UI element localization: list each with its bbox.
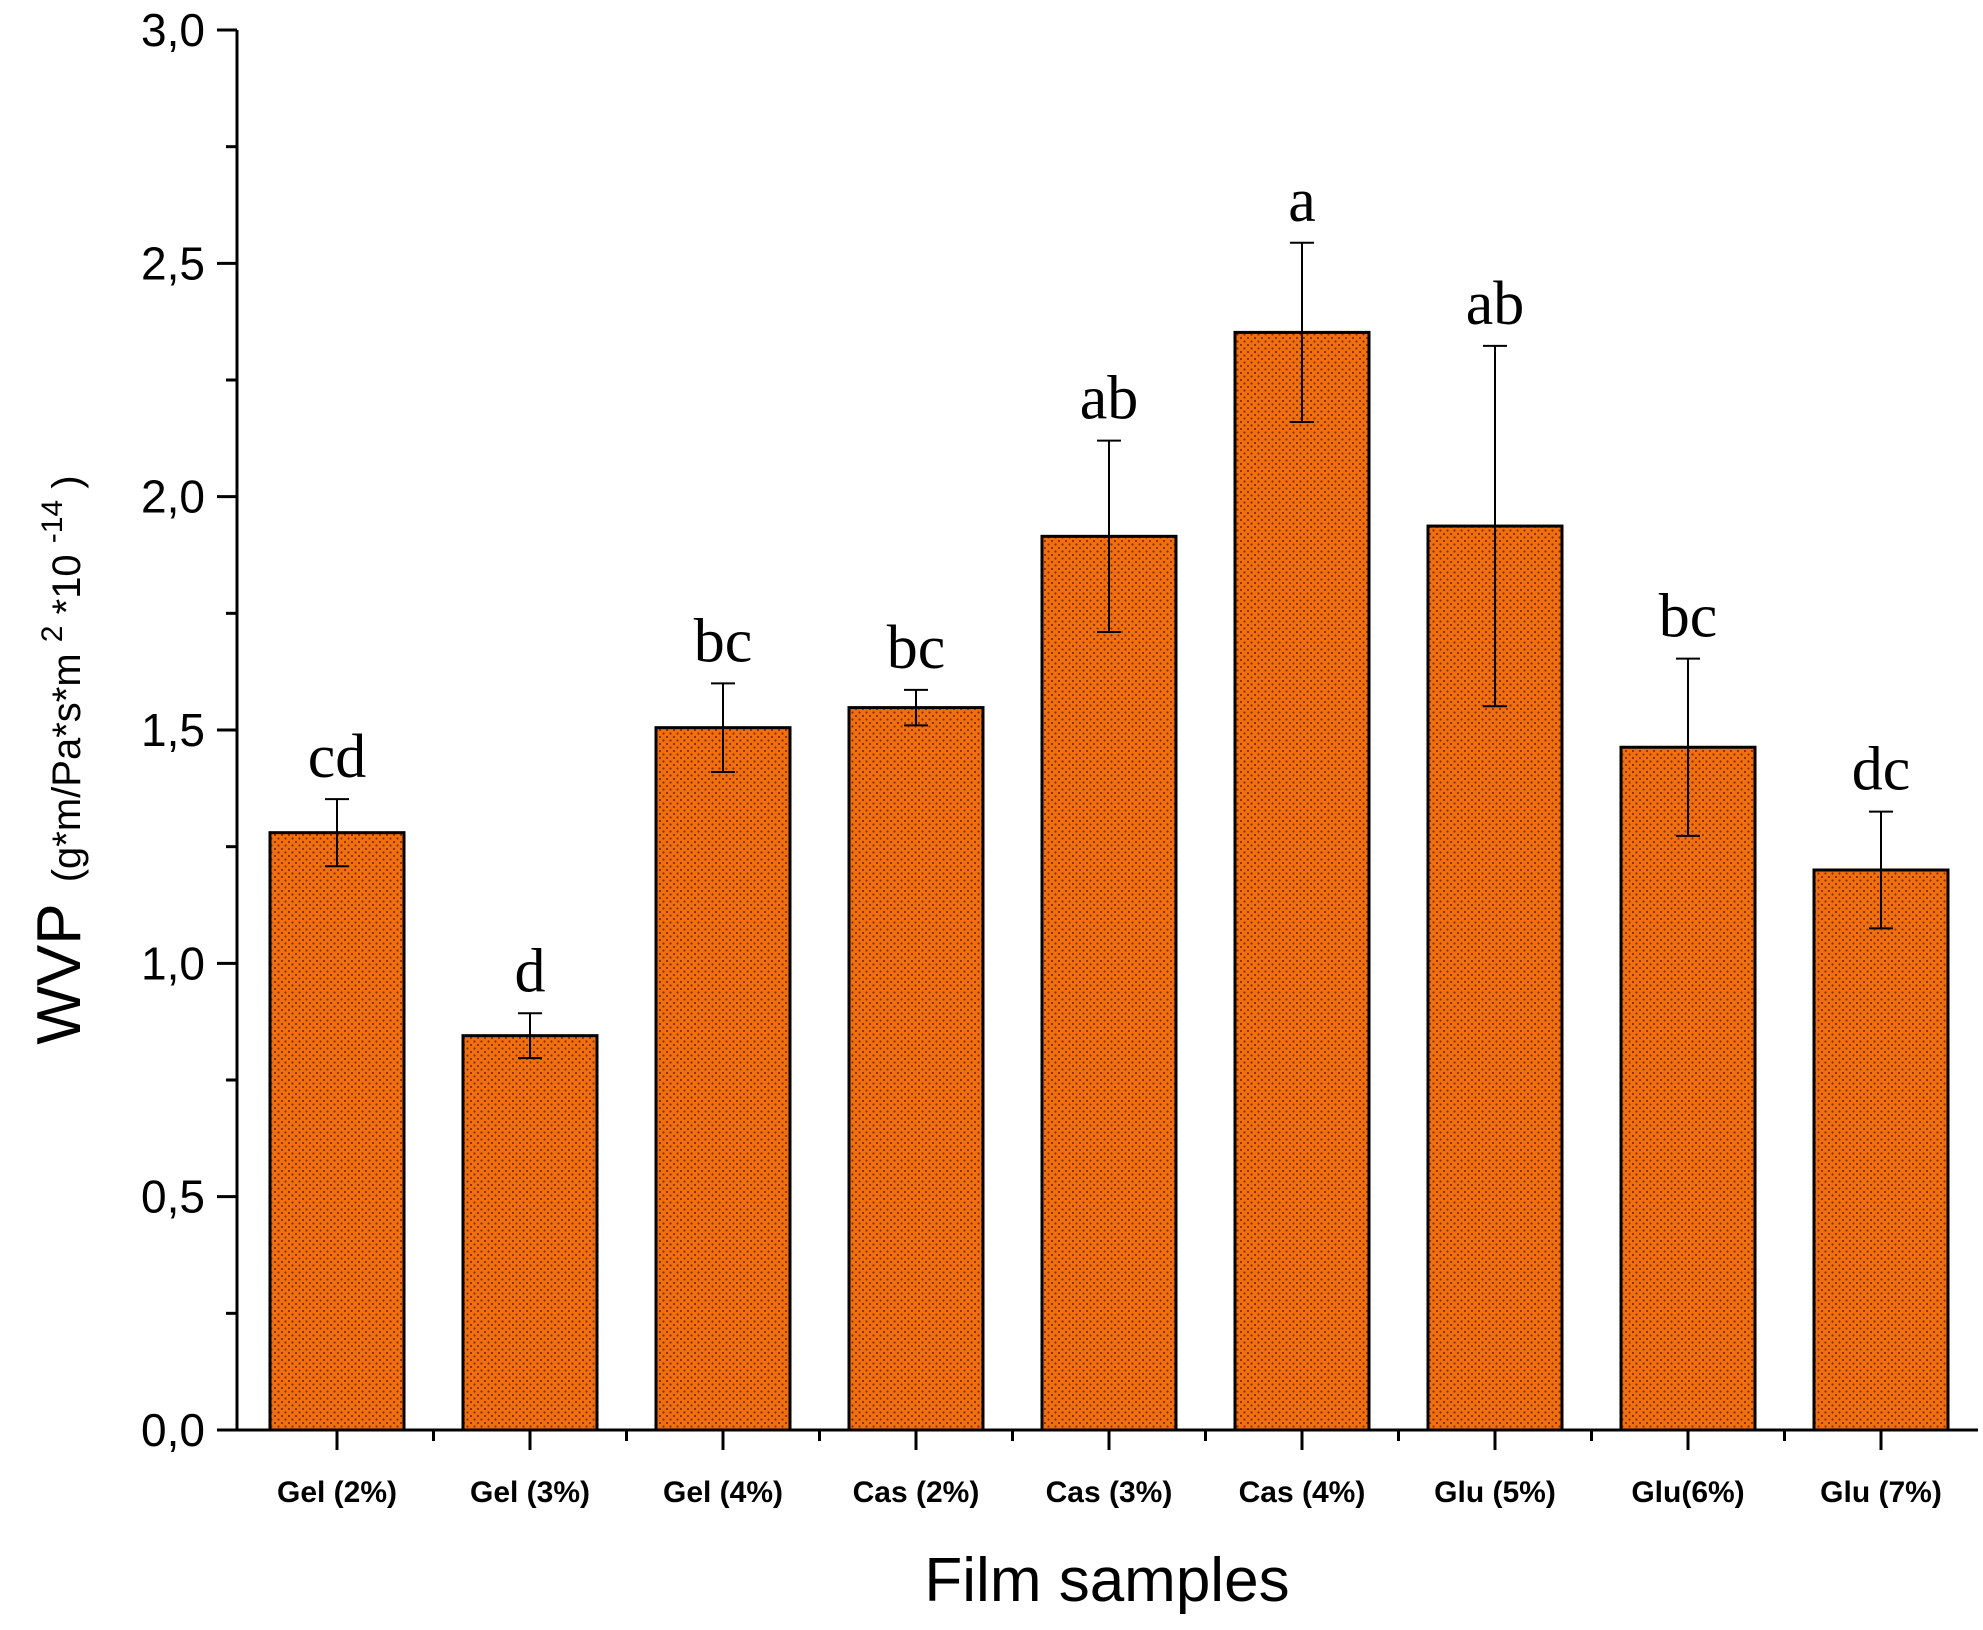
significance-letter: bc — [1659, 583, 1718, 651]
bar — [1040, 534, 1178, 1432]
significance-letter: a — [1288, 167, 1316, 235]
x-tick-label: Cas (4%) — [1239, 1476, 1366, 1509]
bar — [461, 1034, 599, 1432]
x-tick-label: Cas (3%) — [1046, 1476, 1173, 1509]
significance-letter: bc — [887, 614, 946, 682]
y-tick-label: 0,0 — [141, 1404, 205, 1456]
y-axis-title-main: WVP — [25, 903, 94, 1044]
y-axis-title: WVP (g*m/Pa*s*m 2 *10 -14 ) — [25, 475, 94, 1044]
y-axis-title-unit-b: *10 — [45, 554, 89, 614]
bar — [1812, 868, 1950, 1432]
significance-letter: bc — [694, 607, 753, 675]
bar — [1619, 745, 1757, 1432]
y-axis-title-unit-c: ) — [45, 475, 89, 488]
x-ticks-group: Gel (2%) Gel (3%) Gel (4%) Cas (2%) Cas (3%)… — [277, 1430, 1942, 1509]
bars-group — [268, 330, 1950, 1432]
x-axis-title: Film samples — [924, 1546, 1289, 1615]
y-tick-label: 3,0 — [141, 4, 205, 56]
y-tick-label: 1,0 — [141, 937, 205, 989]
y-tick-label: 1,5 — [141, 704, 205, 756]
significance-letter: cd — [308, 723, 367, 791]
x-tick-label: Gel (3%) — [470, 1476, 590, 1509]
significance-letter: d — [515, 937, 546, 1005]
y-ticks-group: 0,0 0,5 1,0 1,5 2,0 2,5 3,0 — [141, 4, 237, 1456]
significance-letter: ab — [1080, 365, 1139, 433]
y-tick-label: 0,5 — [141, 1171, 205, 1223]
y-tick-label: 2,5 — [141, 237, 205, 289]
y-axis-title-sup-b: -14 — [36, 500, 69, 543]
significance-letter: dc — [1852, 736, 1911, 804]
x-tick-label: Glu (5%) — [1434, 1476, 1556, 1509]
x-tick-label: Glu(6%) — [1631, 1476, 1744, 1509]
x-tick-label: Gel (2%) — [277, 1476, 397, 1509]
bar — [654, 726, 792, 1432]
y-axis-title-sup-a: 2 — [36, 626, 69, 643]
significance-letters-group: cd d bc bc ab a ab bc dc — [308, 167, 1911, 1005]
significance-letter: ab — [1466, 270, 1525, 338]
x-tick-label: Cas (2%) — [853, 1476, 980, 1509]
bar — [1233, 330, 1371, 1432]
bar — [268, 831, 406, 1432]
bar — [847, 706, 985, 1432]
error-bars-group — [325, 241, 1893, 1060]
y-axis-title-unit-a: (g*m/Pa*s*m — [45, 653, 89, 882]
x-tick-label: Glu (7%) — [1820, 1476, 1942, 1509]
x-tick-label: Gel (4%) — [663, 1476, 783, 1509]
y-tick-label: 2,0 — [141, 471, 205, 523]
